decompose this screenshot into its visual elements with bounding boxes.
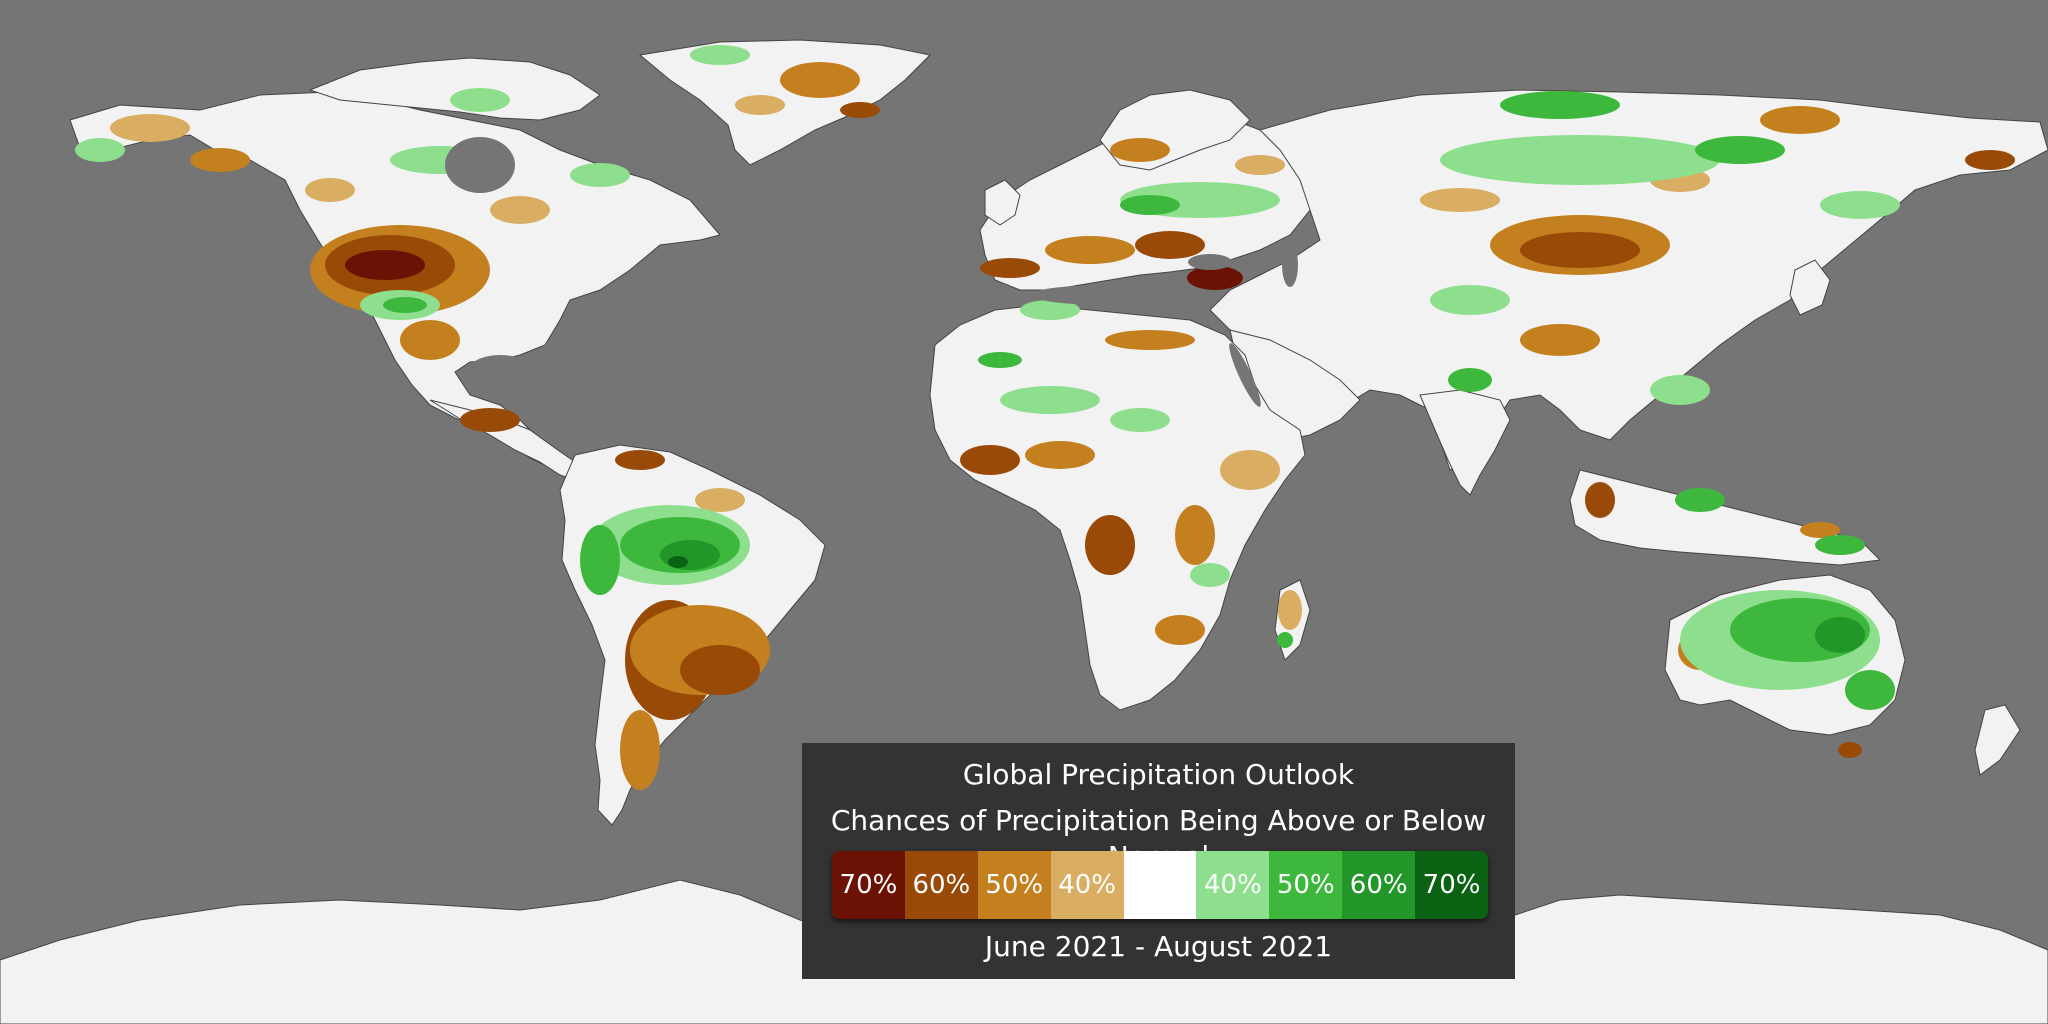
landmass-asia bbox=[1209, 89, 2048, 471]
below-50-patch bbox=[1175, 505, 1215, 565]
legend-swatch: 40% bbox=[1196, 851, 1270, 919]
above-50-patch bbox=[1675, 488, 1725, 512]
above-40-patch bbox=[1650, 375, 1710, 405]
above-50-patch bbox=[1277, 632, 1293, 648]
above-40-patch bbox=[1110, 408, 1170, 432]
above-40-patch bbox=[1000, 386, 1100, 414]
black-sea bbox=[1188, 254, 1232, 270]
legend-swatch: 40% bbox=[1050, 851, 1124, 919]
below-50-patch bbox=[400, 320, 460, 360]
below-40-patch bbox=[110, 114, 190, 142]
red-sea bbox=[1229, 343, 1261, 407]
below-50-patch bbox=[1155, 615, 1205, 645]
below-50-patch bbox=[1105, 330, 1195, 350]
above-50-patch bbox=[580, 525, 620, 595]
above-50-patch bbox=[1815, 535, 1865, 555]
below-60-patch bbox=[460, 408, 520, 432]
below-50-patch bbox=[1520, 324, 1600, 356]
above-60-patch bbox=[1815, 617, 1865, 653]
above-40-patch bbox=[1190, 563, 1230, 587]
below-50-patch bbox=[1760, 106, 1840, 134]
below-50-patch bbox=[190, 148, 250, 172]
above-50-patch bbox=[1120, 195, 1180, 215]
below-40-patch bbox=[1420, 188, 1500, 212]
below-60-patch bbox=[840, 102, 880, 118]
legend-period: June 2021 - August 2021 bbox=[984, 930, 1333, 963]
below-60-patch bbox=[980, 258, 1040, 278]
below-40-patch bbox=[1278, 590, 1302, 630]
legend-swatch: 60% bbox=[1342, 851, 1416, 919]
below-50-patch bbox=[1025, 441, 1095, 469]
below-60-patch bbox=[615, 450, 665, 470]
above-40-patch bbox=[690, 45, 750, 65]
legend-panel: Global Precipitation Outlook Chances of … bbox=[802, 743, 1515, 979]
above-40-patch bbox=[570, 163, 630, 187]
below-40-patch bbox=[305, 178, 355, 202]
legend-color-scale: 70% 60% 50% 40% 40% 50% 60% 70% bbox=[832, 851, 1488, 919]
below-50-patch bbox=[620, 710, 660, 790]
above-40-patch bbox=[1430, 285, 1510, 315]
above-40-patch bbox=[75, 138, 125, 162]
below-60-patch bbox=[1965, 150, 2015, 170]
legend-title: Global Precipitation Outlook bbox=[962, 758, 1355, 791]
legend-swatch: 70% bbox=[1415, 851, 1488, 919]
hudson-bay bbox=[445, 137, 515, 193]
below-40-patch bbox=[695, 488, 745, 512]
above-50-patch bbox=[383, 297, 427, 313]
above-50-patch bbox=[978, 352, 1022, 368]
landmass-british-isles bbox=[984, 179, 1021, 226]
above-50-patch bbox=[1448, 368, 1492, 392]
landmass-new-zealand bbox=[1974, 704, 2021, 776]
landmass-greenland bbox=[638, 39, 932, 166]
caspian-sea bbox=[1282, 243, 1298, 287]
mediterranean-sea bbox=[1030, 285, 1190, 305]
above-40-patch bbox=[1820, 191, 1900, 219]
legend-swatch: 50% bbox=[977, 851, 1051, 919]
below-normal-patches bbox=[110, 62, 2015, 790]
below-70-patch bbox=[345, 250, 425, 280]
landmass-india bbox=[1419, 389, 1511, 496]
below-50-patch bbox=[1110, 138, 1170, 162]
landmass-japan bbox=[1789, 259, 1831, 316]
legend-swatch bbox=[1123, 851, 1197, 919]
below-40-patch bbox=[490, 196, 550, 224]
above-50-patch bbox=[1845, 670, 1895, 710]
below-60-patch bbox=[1520, 232, 1640, 268]
above-70-patch bbox=[668, 556, 688, 568]
legend-swatch: 50% bbox=[1269, 851, 1343, 919]
above-50-patch bbox=[1500, 91, 1620, 119]
below-40-patch bbox=[735, 95, 785, 115]
below-50-patch bbox=[1800, 522, 1840, 538]
above-40-patch bbox=[1440, 135, 1720, 185]
landmass-arctic-islands bbox=[308, 57, 601, 121]
below-50-patch bbox=[780, 62, 860, 98]
inland-waters bbox=[445, 137, 1298, 407]
below-60-patch bbox=[1085, 515, 1135, 575]
below-70-patch bbox=[1187, 266, 1243, 290]
below-60-patch bbox=[1838, 742, 1862, 758]
below-60-patch bbox=[1585, 482, 1615, 518]
above-50-patch bbox=[1695, 136, 1785, 164]
below-50-patch bbox=[1045, 236, 1135, 264]
below-60-patch bbox=[1135, 231, 1205, 259]
above-40-patch bbox=[450, 88, 510, 112]
legend-swatch: 60% bbox=[904, 851, 978, 919]
below-40-patch bbox=[1220, 450, 1280, 490]
below-60-patch bbox=[960, 445, 1020, 475]
gulf-of-mexico bbox=[465, 355, 535, 395]
below-40-patch bbox=[1235, 155, 1285, 175]
above-40-patch bbox=[1020, 300, 1080, 320]
above-60-patch bbox=[660, 540, 720, 570]
below-60-patch bbox=[680, 645, 760, 695]
legend-swatch: 70% bbox=[832, 851, 905, 919]
